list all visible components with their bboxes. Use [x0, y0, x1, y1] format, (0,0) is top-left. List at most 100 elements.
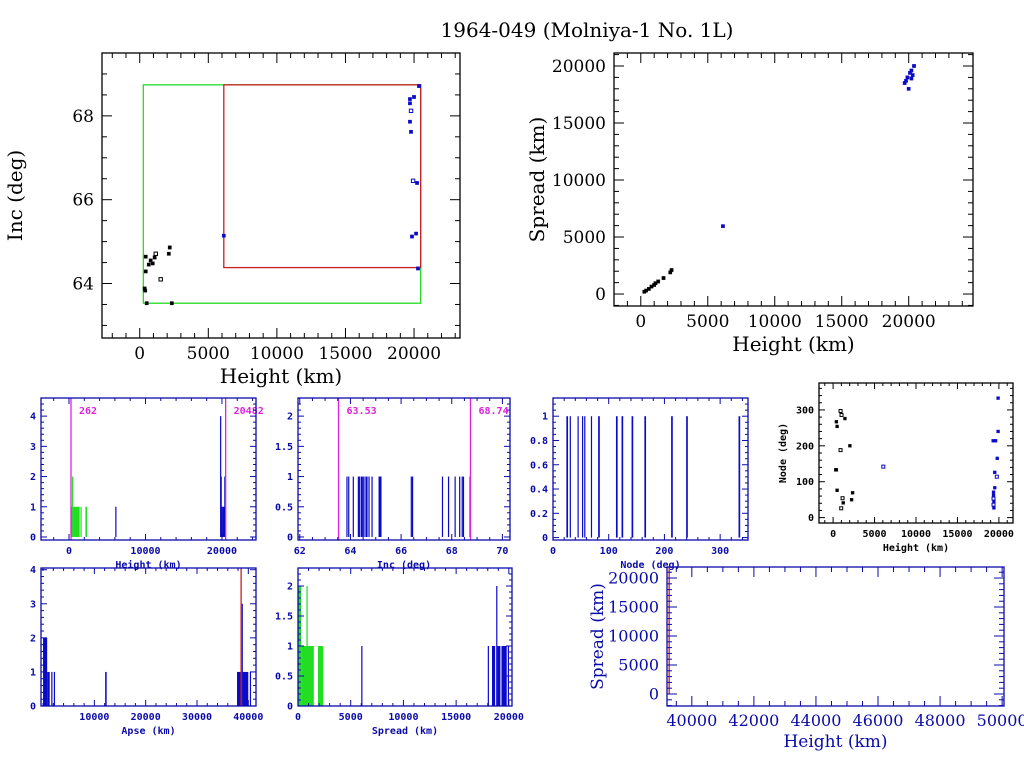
x-axis-label: Height (km) [883, 542, 949, 554]
x-tick-label: 48000 [915, 711, 966, 730]
y-axis-label: Spread (km) [588, 583, 608, 690]
data-point [910, 73, 915, 77]
data-point [409, 129, 413, 134]
histogram-bar [461, 476, 463, 537]
data-point [153, 251, 158, 256]
y-axis-label: Node (deg) [778, 423, 789, 483]
data-point [835, 424, 839, 429]
selection-box [223, 84, 422, 269]
y-tick-label: 0.4 [530, 485, 548, 496]
x-tick-label: 20000 [131, 712, 161, 723]
histogram-bar [671, 416, 673, 538]
histogram-bar [346, 476, 348, 537]
histogram-bar [220, 416, 222, 537]
data-point [146, 262, 151, 267]
data-point [994, 474, 999, 479]
plot-frame [40, 397, 257, 541]
histogram-bar [53, 671, 56, 706]
x-tick-label: 20000 [882, 312, 936, 332]
x-tick-label: 30000 [182, 712, 212, 723]
histogram-bar [462, 476, 465, 537]
y-tick-label: 0.2 [530, 509, 548, 520]
histogram-bar [410, 476, 412, 537]
x-tick-label: 0 [66, 546, 72, 557]
y-tick-label: 1 [287, 642, 293, 653]
y-tick-label: 1 [287, 472, 293, 483]
data-point [415, 181, 419, 185]
histogram-bar [306, 586, 308, 706]
histogram-bar [621, 416, 624, 538]
histogram-bar [363, 476, 365, 537]
y-tick-label: 0 [808, 513, 814, 524]
histogram-bar [368, 476, 370, 537]
y-tick-label: 15000 [608, 598, 659, 617]
data-point [834, 420, 839, 424]
histogram-bar [566, 416, 569, 538]
data-point [992, 499, 996, 504]
y-tick-label: 100 [796, 477, 814, 488]
data-point [150, 261, 155, 266]
histogram-bar [371, 476, 373, 537]
histogram-bar [569, 416, 571, 538]
data-point [148, 258, 153, 263]
x-tick-label: 15000 [815, 312, 869, 332]
limit-label: 63.53 [347, 406, 377, 417]
histogram-bar [249, 671, 252, 706]
histogram-bar [491, 646, 496, 706]
data-point [992, 506, 996, 510]
data-point [849, 498, 854, 502]
y-tick-label: 10000 [608, 627, 659, 646]
selection-box [142, 84, 422, 304]
x-tick-label: 5000 [686, 312, 729, 332]
histogram-bar [366, 476, 368, 537]
data-point [909, 68, 914, 73]
data-point [721, 224, 725, 229]
histogram-bar [360, 476, 363, 537]
x-axis-label: Spread (km) [372, 726, 438, 737]
x-tick-label: 10000 [748, 312, 802, 332]
data-point [991, 493, 996, 498]
y-tick-label: 1.5 [275, 442, 293, 453]
chart-spread-vs-height: 0 5000 10000 15000 20000 0 5000 10000 15000 20000… [525, 52, 974, 356]
x-axis-label: Node (deg) [620, 560, 680, 571]
histogram-bar [584, 416, 586, 538]
histogram-bar [115, 506, 117, 537]
chart-apse-histogram: 10000 20000 30000 40000 0 1 2 3 4 Apse (km) [30, 565, 263, 737]
data-point [408, 119, 412, 124]
data-point [848, 444, 852, 448]
x-tick-label: 5000 [339, 712, 363, 723]
data-point [169, 301, 174, 306]
data-point [152, 255, 157, 260]
plot-frame [613, 52, 974, 307]
x-tick-label: 20000 [984, 529, 1014, 540]
y-tick-label: 20000 [552, 57, 606, 77]
histogram-bar [487, 646, 489, 706]
x-tick-label: 46000 [853, 711, 904, 730]
x-tick-label: 10000 [79, 712, 109, 723]
y-tick-label: 2 [30, 472, 36, 483]
chart-node-histogram: 0 100 200 300 0 0.2 0.4 0.6 0.8 1 Node (deg) [530, 397, 749, 571]
data-point [656, 279, 661, 284]
x-tick-label: 40000 [233, 712, 263, 723]
chart-inc-histogram: 63.53 68.74 62 64 66 68 70 0 0.5 1 1.5 2 Inc (deg) [275, 397, 511, 571]
x-tick-label: 40000 [666, 711, 717, 730]
data-point [669, 268, 674, 272]
data-point [850, 491, 855, 495]
data-point [838, 448, 843, 453]
data-point [993, 439, 998, 443]
y-tick-label: 0 [287, 532, 293, 543]
x-axis-label: Inc (deg) [377, 560, 431, 571]
x-tick-label: 200 [655, 546, 673, 557]
data-point [646, 287, 651, 291]
histogram-bar [631, 416, 634, 538]
y-tick-label: 0 [542, 533, 548, 544]
chart-spread-histogram: 0 5000 10000 15000 20000 0 0.5 1 1.5 2 Spread (km) [275, 567, 524, 737]
data-point [839, 506, 844, 511]
x-tick-label: 5000 [863, 529, 887, 540]
x-tick-label: 15000 [441, 712, 471, 723]
data-point [843, 416, 847, 421]
data-point [834, 468, 839, 472]
histogram-bar [378, 476, 380, 537]
